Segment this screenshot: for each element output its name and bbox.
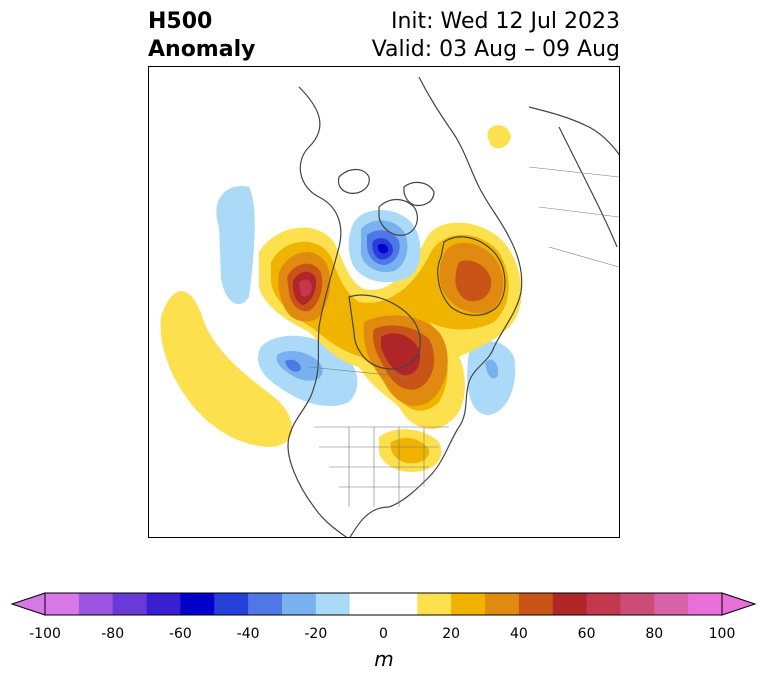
colorbar-bin [78, 593, 114, 615]
anomaly-positive-pacific [160, 291, 293, 447]
colorbar-border [44, 592, 723, 616]
anomaly-positive-hudson-50 [381, 333, 421, 376]
colorbar-extend-high [721, 592, 757, 616]
anomaly-negative-atlantic-core [485, 359, 499, 379]
anomaly-negative-arctic-60 [378, 243, 389, 254]
colorbar-bin [620, 593, 655, 615]
map-subtitle: Init: Wed 12 Jul 2023 Valid: 03 Aug – 09… [372, 8, 620, 64]
colorbar-bin [180, 593, 215, 615]
colorbar-tick-label: -40 [236, 626, 260, 642]
colorbar-bin [485, 593, 520, 615]
colorbar [10, 592, 757, 616]
colorbar-bin [349, 593, 418, 615]
anomaly-positive-southeast-us-core [390, 437, 430, 464]
colorbar-tick-label: 20 [442, 626, 461, 642]
colorbar-bins [45, 593, 723, 615]
colorbar-bin [552, 593, 588, 615]
anomaly-negative-gulf-alaska-inner [285, 359, 301, 372]
colorbar-bin [518, 593, 554, 615]
colorbar-tick-label: -20 [304, 626, 328, 642]
colorbar-extend-low [10, 592, 46, 616]
colorbar-tick-label: 60 [577, 626, 596, 642]
anomaly-negative-bering [216, 186, 255, 305]
colorbar-bin [214, 593, 249, 615]
colorbar-tick-label: 100 [708, 626, 736, 642]
colorbar-tick-label: 40 [509, 626, 528, 642]
colorbar-unit-label: m [374, 647, 394, 671]
colorbar-bin [112, 593, 148, 615]
anomaly-negative-atlantic [467, 341, 516, 415]
colorbar-tick-label: 80 [645, 626, 664, 642]
colorbar-tick-label: -60 [168, 626, 192, 642]
map-svg [160, 76, 619, 537]
colorbar-bin [451, 593, 486, 615]
anomaly-positive-ridge-60 [299, 279, 312, 297]
colorbar-bin [281, 593, 317, 615]
map-title: H500 Anomaly [148, 8, 255, 64]
colorbar-bin [146, 593, 181, 615]
anomaly-positive-greenland-40 [455, 260, 492, 302]
colorbar-bin [45, 593, 80, 615]
anomaly-positive-siberia [487, 125, 511, 149]
colorbar-bin [417, 593, 452, 615]
colorbar-bin [654, 593, 689, 615]
colorbar-tick-label: -100 [29, 626, 61, 642]
political-boundaries [308, 166, 619, 507]
title-field: Anomaly [148, 37, 256, 62]
valid-range: Valid: 03 Aug – 09 Aug [371, 37, 620, 62]
colorbar-tick-label: 0 [379, 626, 388, 642]
coastlines [287, 76, 619, 537]
colorbar-tick-label: -80 [101, 626, 125, 642]
init-date: Init: Wed 12 Jul 2023 [390, 9, 620, 34]
colorbar-bin [688, 593, 723, 615]
anomaly-map [148, 66, 620, 538]
colorbar-bin [315, 593, 351, 615]
colorbar-bin [248, 593, 283, 615]
colorbar-bin [586, 593, 621, 615]
title-variable: H500 [148, 9, 213, 34]
